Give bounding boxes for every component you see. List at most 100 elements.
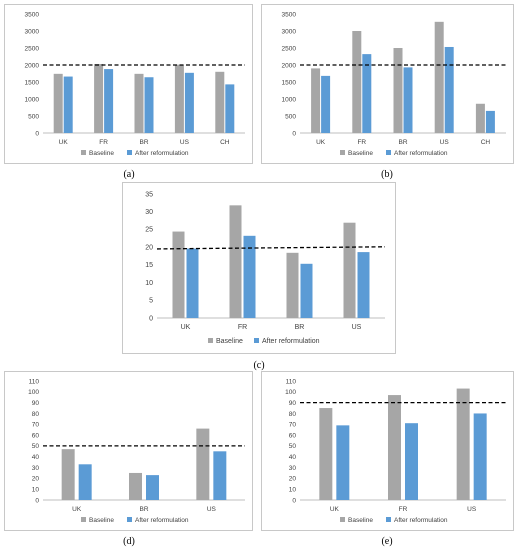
y-tick-label: 3000 (25, 28, 40, 35)
y-tick-label: 0 (35, 497, 39, 504)
chart-svg-d: 0 10 20 30 40 50 60 70 80 90 100 110 UK BR US Baseline A… (28, 378, 245, 524)
bar-baseline (319, 408, 333, 500)
chart-panel-e: 0 10 20 30 40 50 60 70 80 90 100 110 UK FR US Baseline A… (261, 371, 514, 531)
bar-after-reformulation (146, 475, 159, 500)
x-tick-label: FR (238, 324, 247, 331)
legend-swatch-baseline (81, 517, 86, 522)
chart-svg-a: 0 500 1000 1500 2000 2500 3000 3500 UK FR BR US CH Ba… (25, 11, 245, 157)
y-tick-label: 20 (289, 476, 297, 483)
y-tick-label: 50 (32, 443, 40, 450)
bar-after-reformulation (186, 248, 199, 318)
bar-baseline (94, 63, 104, 134)
y-tick-label: 1000 (25, 96, 40, 103)
x-tick-label: US (180, 139, 190, 146)
y-tick-label: 100 (28, 389, 39, 396)
y-tick-label: 30 (289, 465, 297, 472)
legend-label-baseline: Baseline (89, 150, 114, 157)
legend-label-baseline: Baseline (89, 517, 114, 524)
y-tick-label: 40 (289, 454, 297, 461)
y-tick-label: 100 (285, 389, 296, 396)
bar-baseline (215, 71, 225, 133)
bar-after-reformulation (336, 425, 350, 500)
x-tick-label: US (352, 324, 362, 331)
chart-svg-c: 0 5 10 15 20 25 30 35 UK FR BR US Baseline After refo… (145, 191, 386, 345)
y-tick-label: 40 (32, 454, 40, 461)
bar-after-reformulation (444, 46, 454, 134)
y-tick-label: 90 (32, 400, 40, 407)
legend-swatch-after-reformulation (127, 150, 132, 155)
y-tick-label: 10 (145, 280, 153, 287)
bar-after-reformulation (405, 423, 418, 500)
bar-after-reformulation (243, 235, 256, 318)
caption-b: (b) (381, 169, 393, 180)
x-tick-label: UK (316, 139, 326, 146)
chart-panel-b: 0 500 1000 1500 2000 2500 3000 3500 UK FR BR US CH Ba… (261, 4, 514, 164)
x-tick-label: FR (357, 139, 366, 146)
y-tick-label: 80 (289, 411, 297, 418)
bar-baseline (61, 449, 75, 500)
caption-a: (a) (123, 169, 135, 180)
bar-after-reformulation (321, 75, 331, 133)
y-tick-label: 20 (32, 476, 40, 483)
bar-after-reformulation (63, 76, 73, 133)
legend-swatch-baseline (340, 150, 345, 155)
bar-baseline (393, 48, 403, 133)
bar-baseline (388, 395, 401, 500)
bar-baseline (174, 64, 184, 133)
caption-c: (c) (253, 360, 265, 371)
bar-baseline (456, 388, 470, 500)
legend-label-baseline: Baseline (348, 517, 373, 524)
y-tick-label: 1500 (282, 79, 297, 86)
bar-baseline (172, 231, 185, 318)
x-tick-label: BR (295, 324, 305, 331)
bar-after-reformulation (362, 54, 372, 134)
x-tick-label: UK (181, 324, 191, 331)
y-tick-label: 80 (32, 411, 40, 418)
y-tick-label: 0 (292, 130, 296, 137)
y-tick-label: 60 (32, 432, 40, 439)
y-tick-label: 1000 (282, 96, 297, 103)
y-tick-label: 500 (285, 113, 296, 120)
y-tick-label: 20 (145, 244, 153, 251)
bar-baseline (129, 472, 142, 500)
bar-after-reformulation (78, 464, 92, 500)
y-tick-label: 25 (145, 227, 153, 234)
y-tick-label: 50 (289, 443, 297, 450)
legend-swatch-after-reformulation (254, 338, 259, 343)
bar-after-reformulation (485, 110, 495, 133)
y-tick-label: 110 (29, 378, 40, 385)
y-tick-label: 15 (145, 262, 153, 269)
y-tick-label: 2500 (25, 45, 40, 52)
x-tick-label: US (440, 139, 450, 146)
reference-dashed-line (156, 246, 386, 250)
y-tick-label: 30 (145, 209, 153, 216)
bar-baseline (311, 68, 321, 133)
y-tick-label: 2000 (25, 62, 40, 69)
y-tick-label: 3000 (282, 28, 297, 35)
chart-svg-e: 0 10 20 30 40 50 60 70 80 90 100 110 UK FR US Baseline A… (285, 378, 506, 524)
bar-after-reformulation (357, 252, 370, 318)
bar-after-reformulation (104, 69, 114, 133)
chart-panel-a: 0 500 1000 1500 2000 2500 3000 3500 UK FR BR US CH Ba… (4, 4, 253, 164)
legend-swatch-after-reformulation (127, 517, 132, 522)
y-tick-label: 70 (289, 422, 297, 429)
y-tick-label: 60 (289, 432, 297, 439)
x-tick-label: FR (99, 139, 108, 146)
bar-baseline (343, 222, 356, 318)
y-tick-label: 3500 (25, 11, 40, 18)
y-tick-label: 10 (32, 486, 40, 493)
legend-label-after-reformulation: After reformulation (262, 338, 320, 345)
x-tick-label: UK (330, 506, 340, 513)
chart-panel-d: 0 10 20 30 40 50 60 70 80 90 100 110 UK BR US Baseline A… (4, 371, 253, 531)
y-tick-label: 10 (289, 486, 297, 493)
bar-baseline (196, 428, 210, 500)
x-tick-label: UK (72, 506, 82, 513)
x-tick-label: BR (139, 139, 148, 146)
y-tick-label: 70 (32, 422, 40, 429)
bar-baseline (134, 73, 144, 133)
legend-swatch-baseline (81, 150, 86, 155)
bar-after-reformulation (473, 413, 487, 500)
x-tick-label: FR (399, 506, 408, 513)
y-tick-label: 90 (289, 400, 297, 407)
x-tick-label: US (467, 506, 477, 513)
